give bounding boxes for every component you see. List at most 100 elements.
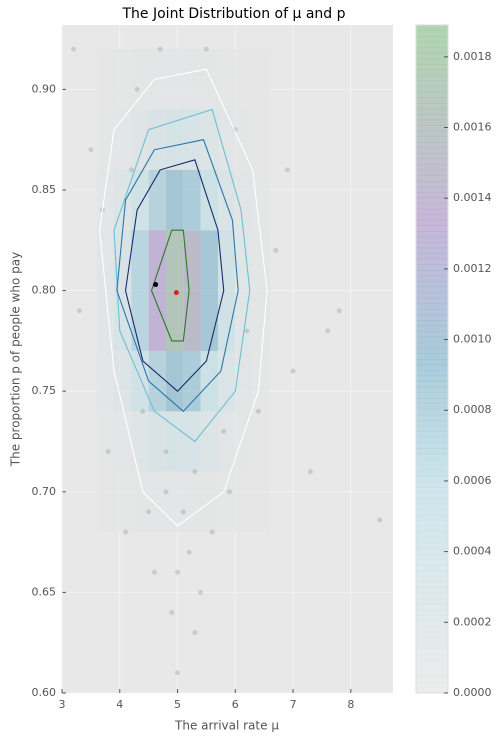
colorbar-band: [416, 208, 448, 215]
colorbar-band: [416, 364, 448, 371]
x-axis-label: The arrival rate μ: [174, 719, 279, 733]
scatter-point: [244, 328, 250, 334]
scatter-point: [221, 428, 227, 434]
colorbar-band: [416, 247, 448, 254]
hist-cell: [200, 290, 218, 351]
hist-cell: [183, 471, 201, 533]
hist-cell: [96, 49, 114, 110]
hist-cell: [252, 169, 270, 231]
hist-cell: [217, 411, 236, 472]
hist-cell: [235, 471, 253, 533]
scatter-point: [227, 489, 233, 495]
colorbar-band: [416, 69, 448, 76]
scatter-point: [157, 46, 163, 52]
hist-cell: [131, 290, 149, 351]
colorbar-band: [416, 620, 448, 627]
colorbar-band: [416, 314, 448, 321]
x-tick-label: 7: [290, 698, 297, 711]
colorbar-band: [416, 264, 448, 271]
scatter-point: [186, 549, 192, 555]
colorbar-band: [416, 230, 448, 238]
scatter-point: [76, 308, 82, 314]
colorbar-band: [416, 286, 448, 293]
hist-cell: [200, 230, 218, 291]
colorbar-band: [416, 75, 448, 82]
scatter-point: [284, 167, 290, 173]
hist-cell: [183, 411, 201, 472]
colorbar-band: [416, 158, 448, 165]
colorbar-band: [416, 153, 448, 160]
scatter-point: [175, 670, 181, 676]
colorbar-band: [416, 587, 448, 594]
hist-cell: [165, 169, 184, 231]
colorbar-band: [416, 648, 448, 655]
hist-cell: [148, 169, 166, 231]
colorbar-band: [416, 347, 448, 354]
colorbar-band: [416, 308, 448, 315]
colorbar-band: [416, 537, 448, 544]
colorbar-band: [416, 214, 448, 221]
hist-cell: [165, 350, 184, 412]
hist-cell: [148, 471, 166, 533]
hist-cell: [183, 169, 201, 231]
colorbar-band: [416, 253, 448, 260]
colorbar-tick-label: 0.0000: [453, 686, 492, 699]
hist-cell: [200, 411, 218, 472]
y-tick-label: 0.85: [32, 183, 57, 196]
colorbar-band: [416, 470, 448, 477]
hist-cell: [96, 109, 114, 170]
hist-cell: [217, 109, 236, 170]
scatter-point: [377, 517, 383, 523]
marker-point: [153, 282, 159, 288]
colorbar-band: [416, 86, 448, 93]
hist-cell: [113, 169, 132, 231]
colorbar-band: [416, 30, 448, 37]
hist-cell: [183, 350, 201, 412]
hist-cell: [183, 109, 201, 170]
colorbar-band: [416, 41, 448, 48]
colorbar-band: [416, 592, 448, 599]
colorbar-band: [416, 125, 448, 132]
y-tick-label: 0.60: [32, 686, 57, 699]
colorbar-band: [416, 275, 448, 282]
hist-cell: [235, 411, 253, 472]
colorbar-band: [416, 353, 448, 360]
hist-cell: [252, 290, 270, 351]
colorbar-band: [416, 320, 448, 327]
y-tick-label: 0.65: [32, 585, 57, 598]
colorbar-band: [416, 102, 448, 109]
colorbar-band: [416, 687, 448, 694]
scatter-point: [192, 630, 198, 636]
colorbar-band: [416, 186, 448, 193]
colorbar-band: [416, 192, 448, 199]
hist-cell: [113, 350, 132, 412]
hist-cell: [113, 290, 132, 351]
colorbar-band: [416, 609, 448, 616]
hist-cell: [131, 411, 149, 472]
scatter-point: [140, 408, 146, 414]
hist-cell: [217, 471, 236, 533]
hist-cell: [131, 471, 149, 533]
hist-cell: [183, 49, 201, 110]
colorbar-band: [416, 676, 448, 683]
x-tick-label: 3: [59, 698, 66, 711]
colorbar-band: [416, 425, 448, 432]
scatter-point: [325, 328, 331, 334]
colorbar-band: [416, 147, 448, 154]
colorbar-band: [416, 436, 448, 443]
hist-cell: [165, 49, 184, 110]
scatter-point: [88, 147, 94, 153]
colorbar-band: [416, 475, 448, 482]
x-tick-label: 6: [232, 698, 239, 711]
hist-cell: [217, 49, 236, 110]
hist-cell: [96, 411, 114, 472]
y-axis-label: The proportion p of people who pay: [9, 252, 23, 467]
hist-cell: [113, 471, 132, 533]
scatter-point: [307, 469, 313, 475]
colorbar-band: [416, 91, 448, 98]
hist-cell: [148, 109, 166, 170]
colorbar-band: [416, 576, 448, 583]
scatter-point: [290, 368, 296, 374]
hist-cell: [131, 230, 149, 291]
hist-cell: [96, 350, 114, 412]
